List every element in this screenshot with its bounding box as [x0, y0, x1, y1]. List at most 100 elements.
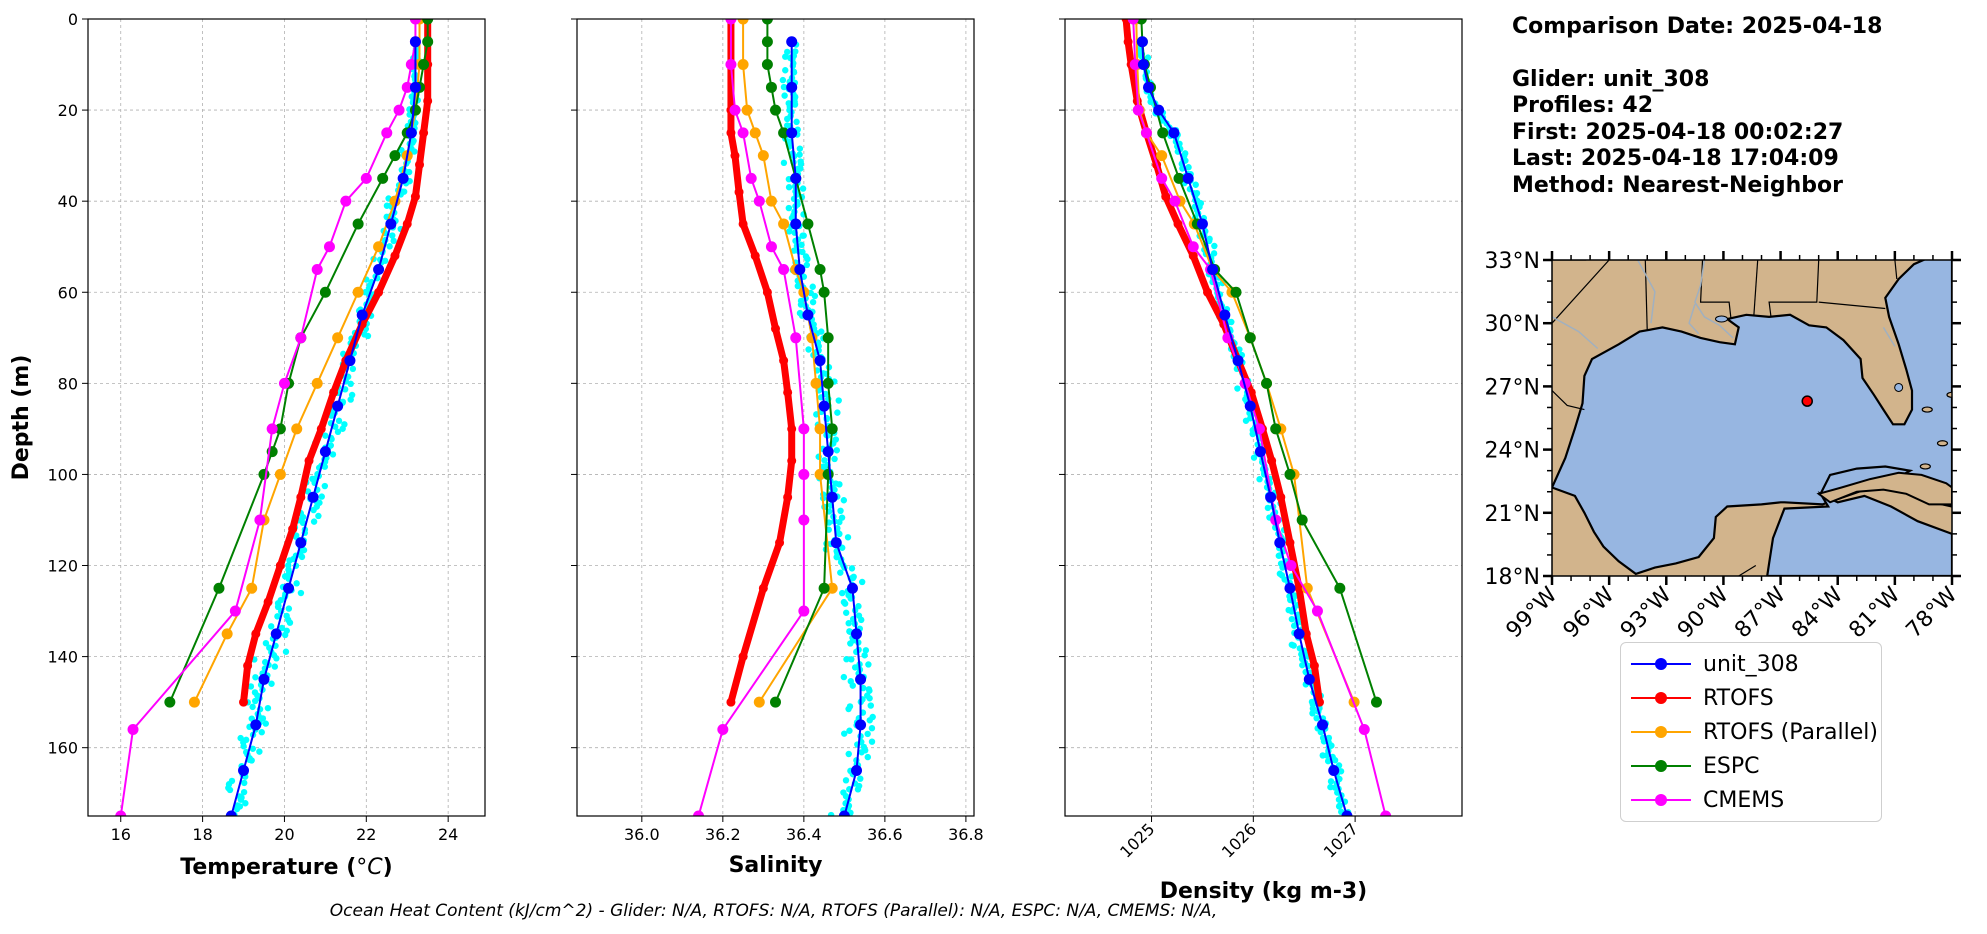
glider-point: [848, 656, 855, 663]
longitude-label: 99°W: [1502, 582, 1563, 643]
border-line: [1552, 260, 1610, 324]
data-point: [790, 172, 802, 184]
glider-point: [864, 730, 871, 738]
data-point: [352, 218, 364, 230]
legend-label: ESPC: [1703, 753, 1760, 779]
latitude-label: 27°N: [1485, 375, 1540, 400]
glider-point: [846, 727, 853, 734]
glider-point: [256, 748, 263, 755]
data-point: [1285, 538, 1295, 548]
glider-point: [809, 283, 816, 290]
data-point: [344, 355, 356, 367]
glider-point: [858, 749, 865, 756]
glider-point: [789, 62, 797, 70]
data-point: [1284, 468, 1296, 480]
data-point: [319, 446, 331, 458]
data-point: [221, 628, 233, 640]
data-point: [725, 59, 737, 71]
glider-point: [858, 578, 866, 586]
series-cmems: [693, 19, 810, 816]
method: Method: Nearest-Neighbor: [1512, 172, 1843, 198]
longitude-label: 90°W: [1673, 582, 1734, 643]
glider-point: [258, 729, 265, 736]
glider-point: [848, 565, 856, 572]
y-tick-label: 120: [47, 557, 78, 576]
data-point: [1156, 150, 1168, 162]
glider-point: [785, 184, 793, 191]
series-line: [790, 41, 862, 816]
data-point: [213, 582, 225, 594]
glider-point: [361, 331, 368, 338]
data-point: [1187, 241, 1199, 253]
data-point: [765, 195, 777, 207]
glider-point: [268, 680, 275, 687]
data-point: [1182, 172, 1194, 184]
data-point: [239, 697, 249, 707]
glider-point: [867, 702, 874, 709]
comparison-date: Comparison Date: 2025-04-18: [1512, 14, 1883, 39]
salinity-panel: 36.0 36.2 36.4 36.6 36.8 Salinity: [571, 18, 984, 878]
data-point: [1293, 628, 1305, 640]
data-point: [409, 104, 421, 116]
data-point: [1244, 332, 1256, 344]
data-point: [770, 696, 781, 708]
data-point: [332, 400, 344, 412]
glider-point: [1319, 752, 1326, 759]
glider-point: [411, 148, 418, 155]
glider-point: [262, 720, 269, 727]
glider-point: [281, 631, 289, 639]
lake-okeechobee: [1894, 382, 1904, 392]
glider-point: [803, 261, 811, 269]
y-axis-label: Depth (m): [9, 355, 34, 481]
data-point: [1261, 377, 1273, 389]
data-point: [225, 810, 237, 816]
data-point: [761, 19, 773, 25]
glider-point: [782, 53, 789, 60]
data-point: [1296, 514, 1308, 526]
series-unit-308: [786, 36, 867, 816]
data-point: [254, 514, 266, 526]
y-tick-label: 0: [68, 10, 78, 29]
river: [1552, 316, 1599, 350]
data-point: [798, 423, 810, 435]
info-panel: Comparison Date: 2025-04-18 Glider: unit…: [1512, 14, 1882, 199]
glider-point: [840, 497, 848, 504]
axes-frame: [1064, 18, 1463, 817]
glider-point: [318, 493, 325, 500]
glider-point: [833, 447, 841, 454]
data-point: [410, 192, 420, 202]
series-line: [119, 19, 417, 816]
data-point: [1328, 764, 1340, 776]
glider-point: [390, 237, 397, 245]
legend-item: unit_308: [1621, 647, 1881, 681]
data-point: [783, 387, 793, 397]
data-point: [1140, 127, 1152, 139]
data-point: [340, 195, 352, 207]
series-line: [1141, 41, 1348, 816]
data-point: [250, 719, 262, 731]
data-point: [1265, 491, 1277, 503]
data-point: [332, 332, 344, 344]
glider-point: [1256, 476, 1263, 483]
glider-point: [1242, 417, 1250, 424]
legend-label: RTOFS: [1703, 685, 1774, 711]
glider-point: [299, 519, 307, 527]
data-point: [304, 456, 314, 466]
glider-point: [780, 159, 788, 167]
border-line: [1738, 564, 1757, 576]
data-point: [693, 810, 705, 816]
series-cmems: [115, 19, 421, 816]
axes-frame: [576, 18, 975, 817]
data-point: [798, 468, 810, 480]
data-point: [838, 810, 850, 816]
data-point: [409, 19, 421, 25]
glider-point: [780, 83, 788, 91]
series-line: [168, 19, 429, 703]
glider-point: [1249, 430, 1256, 438]
data-point: [270, 628, 282, 640]
glider-point: [297, 589, 305, 597]
data-point: [1341, 810, 1353, 816]
plot-area: [693, 19, 876, 816]
x-tick-label: 20: [274, 825, 294, 844]
data-point: [1380, 810, 1392, 816]
